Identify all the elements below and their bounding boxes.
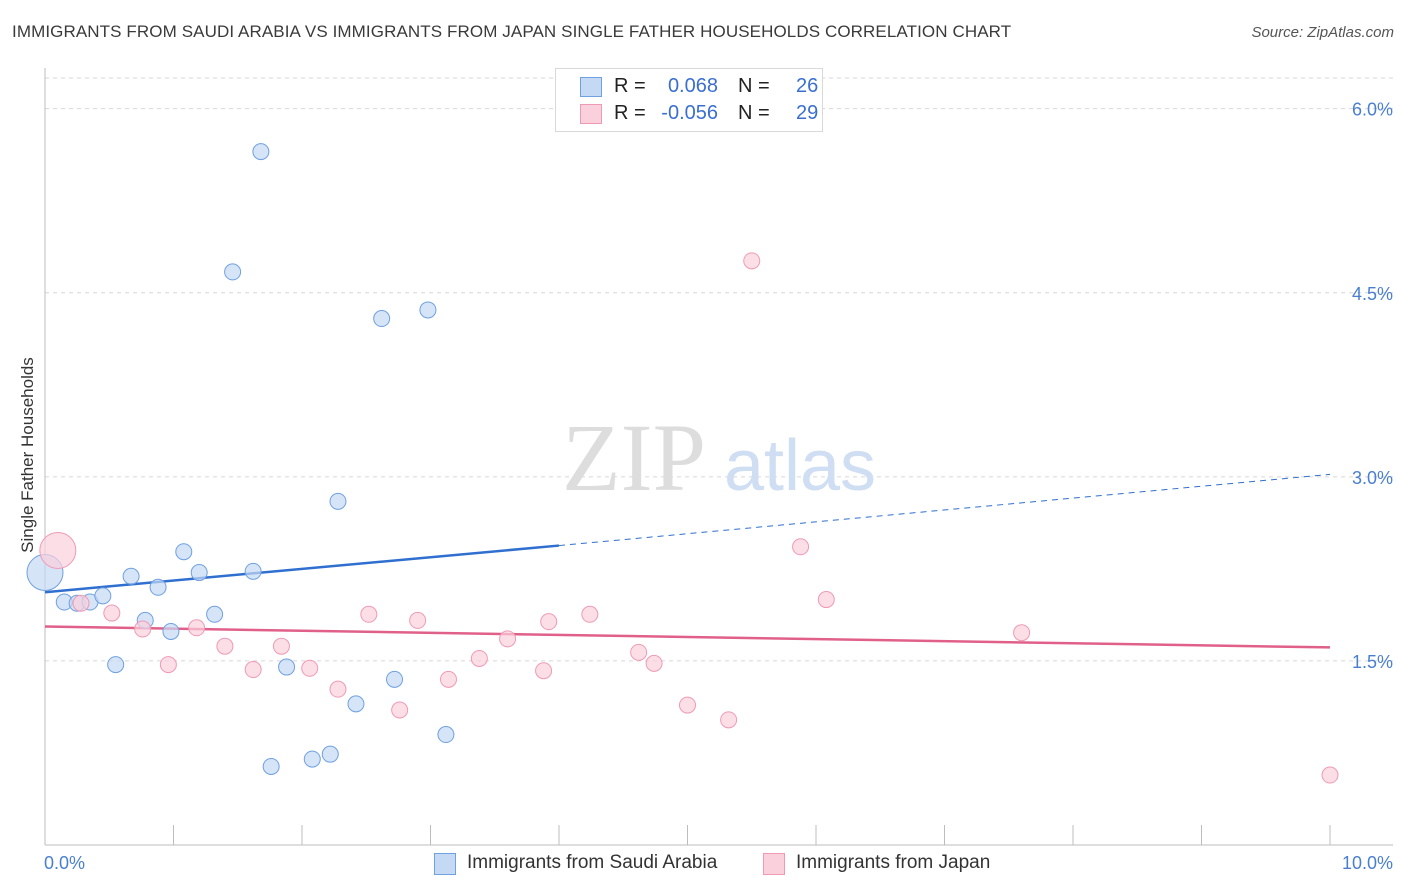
point-japan bbox=[817, 591, 835, 609]
axes bbox=[44, 68, 1393, 846]
point-saudi-arabia bbox=[94, 587, 112, 605]
point-saudi-arabia bbox=[252, 143, 270, 161]
point-saudi-arabia bbox=[419, 301, 437, 319]
point-saudi-arabia bbox=[107, 656, 125, 674]
legend-n-value: 26 bbox=[796, 75, 819, 97]
point-saudi-arabia bbox=[278, 658, 296, 676]
legend-label-saudi-arabia: Immigrants from Saudi Arabia bbox=[467, 852, 718, 873]
data-points bbox=[26, 143, 1339, 784]
point-japan bbox=[792, 538, 810, 556]
y-tick-label: 3.0% bbox=[1352, 468, 1393, 488]
point-saudi-arabia bbox=[244, 562, 262, 580]
point-japan bbox=[72, 594, 90, 612]
point-saudi-arabia bbox=[122, 567, 140, 585]
point-saudi-arabia bbox=[162, 622, 180, 640]
point-saudi-arabia bbox=[321, 745, 339, 763]
watermark-zip: ZIP bbox=[562, 404, 706, 511]
point-japan bbox=[188, 619, 206, 637]
x-tick-label-min: 0.0% bbox=[44, 853, 85, 873]
point-japan bbox=[470, 649, 488, 667]
point-saudi-arabia bbox=[224, 263, 242, 281]
point-japan bbox=[391, 701, 409, 719]
point-saudi-arabia bbox=[262, 757, 280, 775]
point-japan bbox=[216, 637, 234, 655]
legend-r-value: -0.056 bbox=[661, 102, 718, 124]
point-japan bbox=[39, 531, 77, 569]
point-saudi-arabia bbox=[373, 310, 391, 328]
watermark: ZIP atlas bbox=[562, 404, 876, 511]
y-tick-label: 6.0% bbox=[1352, 100, 1393, 120]
point-japan bbox=[103, 604, 121, 622]
point-japan bbox=[535, 662, 553, 680]
legend-n-value: 29 bbox=[796, 102, 819, 124]
correlation-legend: R = 0.068 N = 26 R = -0.056 N = 29 bbox=[555, 68, 823, 132]
trend-line-saudi-arabia bbox=[44, 544, 560, 594]
legend-swatch-japan bbox=[580, 104, 602, 124]
legend-r-value: 0.068 bbox=[667, 75, 718, 97]
point-japan bbox=[439, 670, 457, 688]
legend-swatch-saudi-arabia bbox=[434, 853, 456, 875]
legend-r-label: R = bbox=[614, 102, 646, 124]
point-japan bbox=[499, 630, 517, 648]
y-tick-label: 1.5% bbox=[1352, 652, 1393, 672]
point-japan bbox=[581, 605, 599, 623]
point-japan bbox=[743, 252, 761, 270]
chart-title: IMMIGRANTS FROM SAUDI ARABIA VS IMMIGRAN… bbox=[12, 22, 1012, 41]
legend-r-label: R = bbox=[614, 75, 646, 97]
point-japan bbox=[329, 680, 347, 698]
point-saudi-arabia bbox=[175, 543, 193, 561]
point-saudi-arabia bbox=[437, 726, 455, 744]
legend-n-label: N = bbox=[738, 102, 770, 124]
point-japan bbox=[134, 620, 152, 638]
point-japan bbox=[720, 711, 738, 729]
point-saudi-arabia bbox=[206, 605, 224, 623]
point-japan bbox=[645, 654, 663, 672]
point-saudi-arabia bbox=[149, 578, 167, 596]
watermark-atlas: atlas bbox=[724, 426, 876, 506]
legend-swatch-japan bbox=[763, 853, 785, 875]
y-tick-label: 4.5% bbox=[1352, 284, 1393, 304]
point-saudi-arabia bbox=[303, 750, 321, 768]
tick-labels: 0.0% 10.0% 1.5% 3.0% 4.5% 6.0% bbox=[44, 100, 1393, 873]
point-japan bbox=[630, 643, 648, 661]
legend-n-label: N = bbox=[738, 75, 770, 97]
point-japan bbox=[679, 696, 696, 714]
point-japan bbox=[244, 661, 262, 679]
x-tick-label-max: 10.0% bbox=[1342, 853, 1393, 873]
point-japan bbox=[301, 659, 319, 677]
source-label: Source: ZipAtlas.com bbox=[1251, 24, 1394, 41]
point-japan bbox=[1321, 766, 1339, 784]
point-saudi-arabia bbox=[347, 695, 365, 713]
point-saudi-arabia bbox=[386, 670, 404, 688]
legend-label-japan: Immigrants from Japan bbox=[796, 852, 991, 873]
legend-swatch-saudi-arabia bbox=[580, 77, 602, 97]
point-japan bbox=[272, 637, 290, 655]
trend-line-japan bbox=[44, 625, 1331, 649]
point-japan bbox=[159, 656, 177, 674]
point-japan bbox=[409, 611, 427, 629]
point-japan bbox=[540, 613, 558, 631]
point-saudi-arabia bbox=[329, 492, 347, 510]
point-japan bbox=[360, 605, 378, 623]
trend-line-saudi-arabia-extension bbox=[558, 473, 1331, 547]
point-japan bbox=[1013, 624, 1031, 642]
point-saudi-arabia bbox=[190, 564, 208, 582]
